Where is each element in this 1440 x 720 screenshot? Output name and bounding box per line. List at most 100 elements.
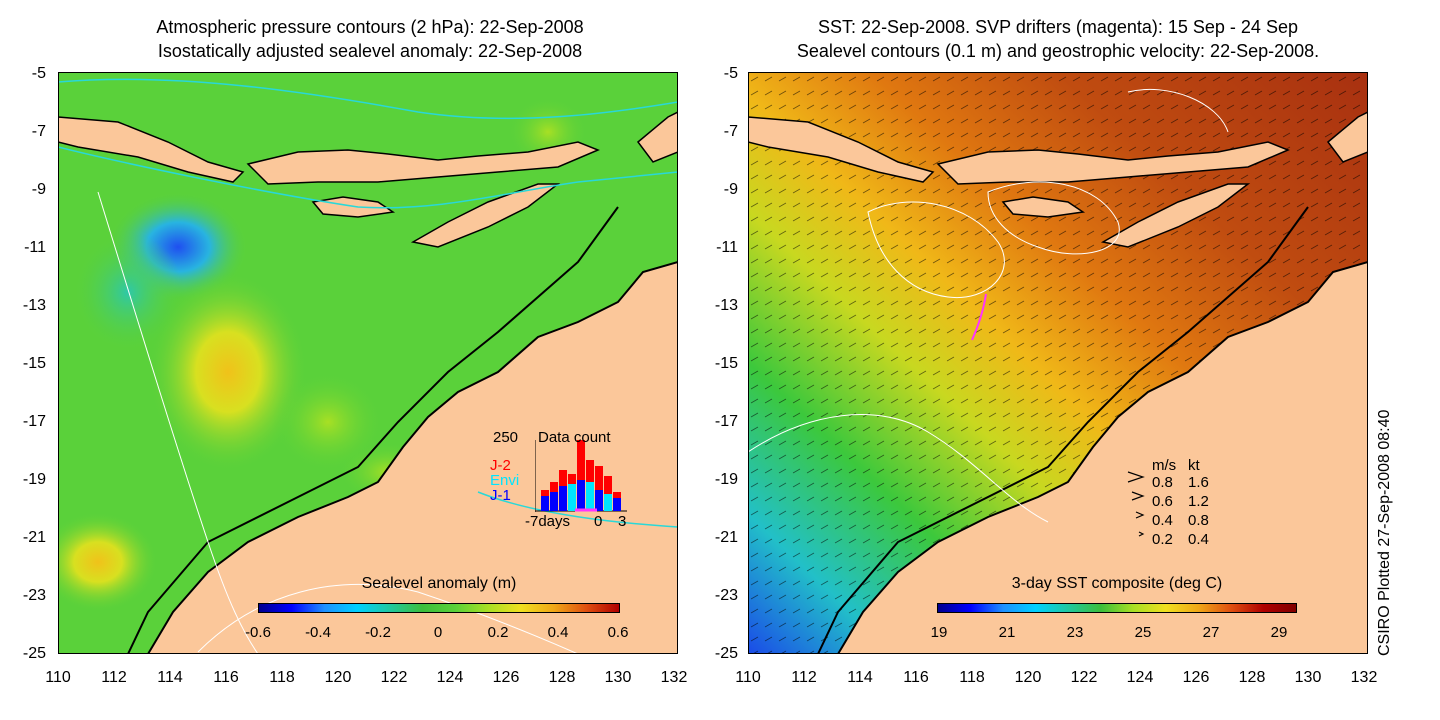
left-xtick-11: 132 (660, 669, 688, 686)
sst-tick-0: 19 (930, 624, 948, 641)
australia-land (146, 260, 678, 654)
svp-drifter-track (971, 293, 987, 341)
velocity-header-ms: m/s (1152, 457, 1177, 474)
velocity-row-1-kt: 1.2 (1188, 493, 1209, 510)
left-xtick-0: 110 (45, 669, 71, 686)
right-xtick-1: 112 (791, 669, 817, 686)
data-count-title: Data count (538, 429, 611, 446)
australia-land-sst (836, 260, 1368, 654)
left-xtick-8: 126 (492, 669, 520, 686)
sla-tick-1: -0.4 (305, 624, 331, 641)
right-xtick-0: 110 (735, 669, 761, 686)
velocity-arrow-0.6 (1131, 491, 1145, 501)
left-ytick-10: -25 (22, 645, 46, 662)
sst-tick-4: 27 (1202, 624, 1220, 641)
right-colorbar-title: 3-day SST composite (deg C) (1011, 575, 1223, 592)
sst-tick-3: 25 (1134, 624, 1152, 641)
right-ytick-1: -7 (723, 123, 738, 140)
right-xtick-8: 126 (1182, 669, 1210, 686)
left-ytick-1: -7 (31, 123, 46, 140)
data-count-inset (534, 440, 627, 512)
left-xtick-6: 122 (380, 669, 408, 686)
left-xtick-7: 124 (436, 669, 464, 686)
velocity-row-1-ms: 0.6 (1152, 493, 1173, 510)
data-count-xlabel-left: -7days (525, 513, 571, 530)
sla-tick-2: -0.2 (365, 624, 391, 641)
velocity-row-3-ms: 0.2 (1152, 531, 1173, 548)
data-count-xlabel-right: 3 (618, 513, 627, 530)
data-count-xlabel-mid: 0 (594, 513, 603, 530)
right-ytick-8: -21 (714, 529, 738, 546)
sst-colorbar (937, 603, 1297, 613)
right-ytick-2: -9 (723, 181, 738, 198)
sla-high-blob-3 (58, 512, 158, 612)
velocity-legend (1125, 456, 1235, 546)
right-xtick-3: 116 (903, 669, 929, 686)
right-ytick-6: -17 (714, 413, 738, 430)
right-ytick-10: -25 (714, 645, 738, 662)
right-ytick-4: -13 (714, 297, 738, 314)
sla-colorbar (258, 603, 620, 613)
right-ytick-3: -11 (716, 239, 738, 256)
timor-island-sst (1100, 183, 1251, 248)
sla-tick-6: 0.6 (607, 624, 629, 641)
shelf-break-contour-sst (817, 206, 1309, 654)
right-xtick-10: 130 (1294, 669, 1322, 686)
right-xtick-5: 120 (1014, 669, 1042, 686)
sla-tick-0: -0.6 (245, 624, 271, 641)
right-xtick-6: 122 (1070, 669, 1098, 686)
velocity-row-0-ms: 0.8 (1152, 474, 1173, 491)
left-ytick-6: -17 (22, 413, 46, 430)
sumba-island-sst (1001, 196, 1086, 218)
sst-map[interactable] (748, 72, 1368, 654)
pressure-contour-3 (477, 491, 678, 528)
java-island-sst (748, 116, 935, 183)
sst-tick-1: 21 (998, 624, 1016, 641)
right-ytick-5: -15 (714, 355, 738, 372)
sla-tick-5: 0.4 (547, 624, 569, 641)
velocity-row-2-kt: 0.8 (1188, 512, 1209, 529)
left-ytick-2: -9 (31, 181, 46, 198)
shelf-break-contour (127, 206, 619, 654)
java-island (58, 116, 245, 183)
left-ytick-3: -11 (24, 239, 46, 256)
sla-high-blob-2 (273, 372, 383, 472)
mission-j1-label: J-1 (490, 487, 511, 504)
right-ytick-9: -23 (714, 587, 738, 604)
right-xtick-7: 124 (1126, 669, 1154, 686)
data-count-ymax: 250 (493, 429, 519, 446)
velocity-arrow-0.2 (1138, 531, 1145, 537)
mission-envi-label: Envi (490, 472, 520, 489)
left-title-line1: Atmospheric pressure contours (2 hPa): 2… (156, 17, 584, 37)
sla-tick-4: 0.2 (487, 624, 509, 641)
right-xtick-2: 114 (847, 669, 873, 686)
pressure-contour-2 (58, 78, 678, 120)
sealevel-contour-4 (1127, 88, 1229, 133)
left-xtick-3: 116 (213, 669, 239, 686)
sst-tick-2: 23 (1066, 624, 1084, 641)
left-title-line2: Isostatically adjusted sealevel anomaly:… (157, 41, 583, 61)
lesser-sunda-islands (246, 141, 600, 185)
velocity-arrow-0.8 (1127, 471, 1145, 483)
right-title-line2: Sealevel contours (0.1 m) and geostrophi… (796, 41, 1320, 61)
sealevel-anomaly-map[interactable] (58, 72, 678, 654)
right-ytick-7: -19 (714, 471, 738, 488)
sealevel-contour-eddy-1 (867, 201, 1005, 299)
right-xtick-11: 132 (1350, 669, 1378, 686)
left-colorbar-title: Sealevel anomaly (m) (361, 575, 517, 592)
sealevel-contour-3 (748, 414, 1049, 523)
plot-stamp: CSIRO Plotted 27-Sep-2008 08:40 (1376, 409, 1393, 656)
new-guinea-tip-sst (1326, 111, 1368, 163)
data-count-bars (541, 440, 621, 511)
left-xtick-9: 128 (548, 669, 576, 686)
left-ytick-7: -19 (22, 471, 46, 488)
velocity-header-kt: kt (1188, 457, 1200, 474)
velocity-row-0-kt: 1.6 (1188, 474, 1209, 491)
left-xtick-2: 114 (157, 669, 183, 686)
left-xtick-5: 120 (324, 669, 352, 686)
pressure-contour-1 (58, 146, 678, 209)
sla-low-blob-2 (73, 232, 183, 352)
left-ytick-0: -5 (31, 65, 46, 82)
sla-high-blob (148, 272, 308, 472)
left-xtick-10: 130 (604, 669, 632, 686)
